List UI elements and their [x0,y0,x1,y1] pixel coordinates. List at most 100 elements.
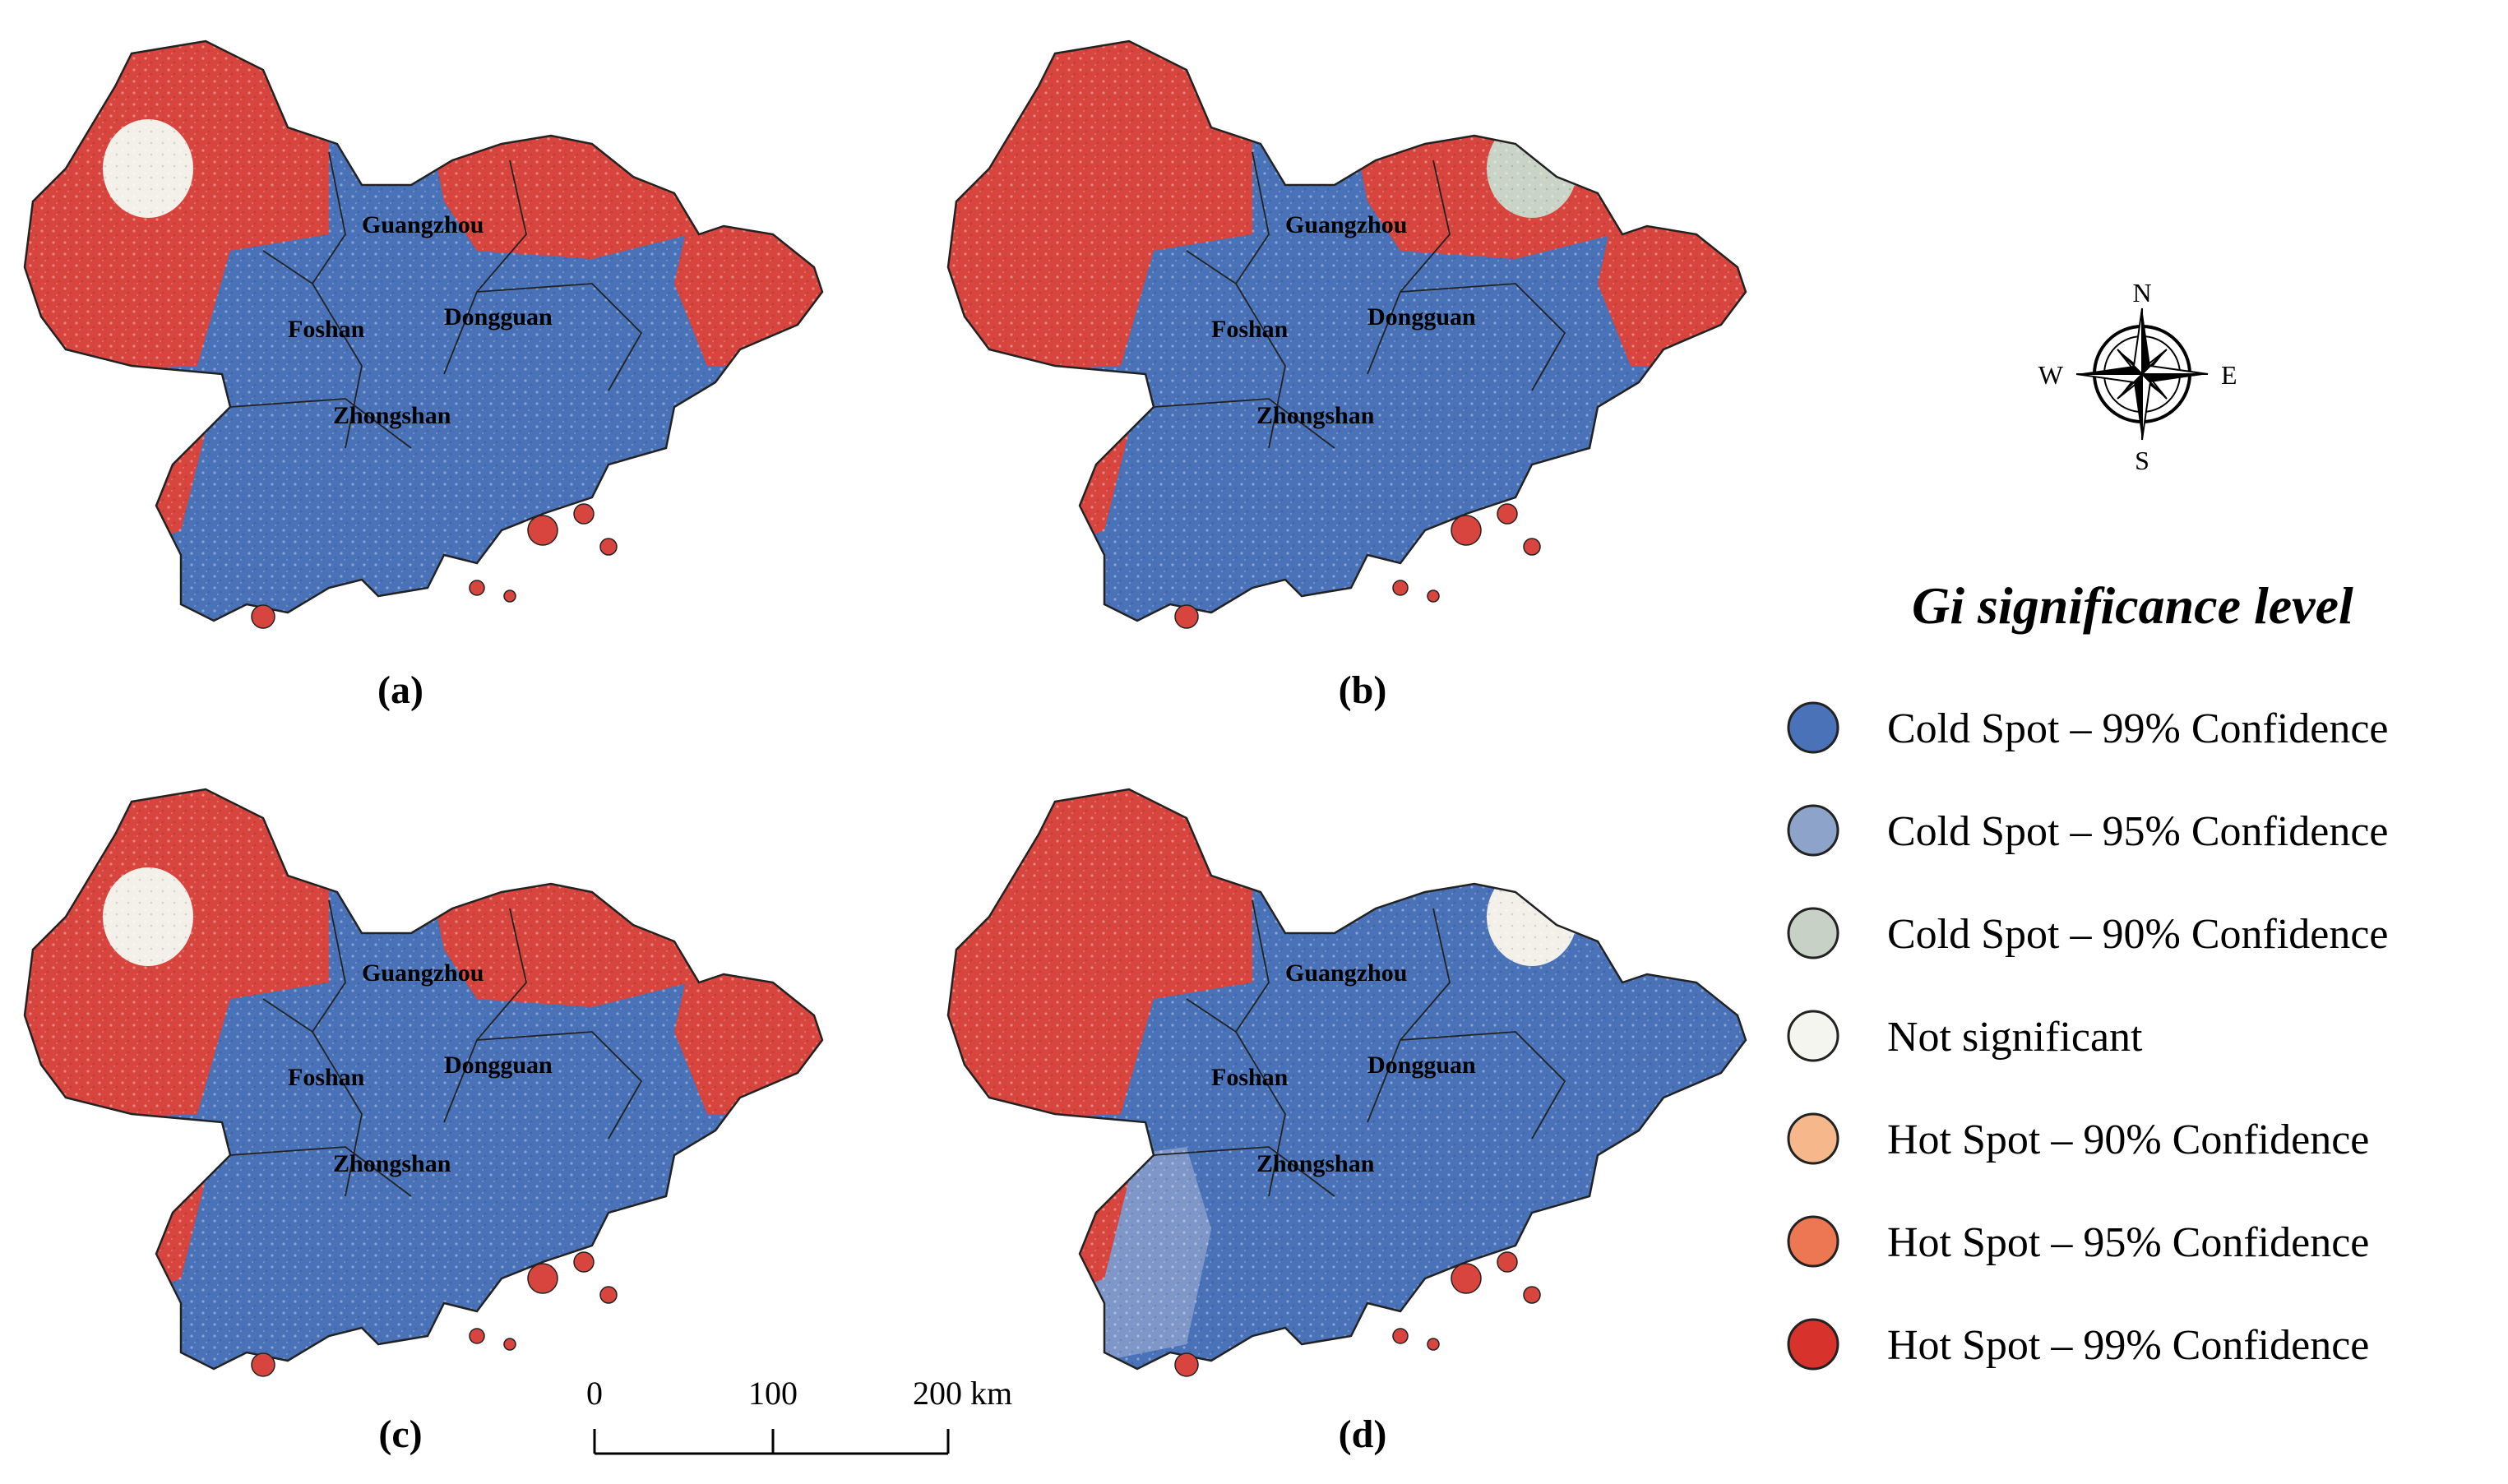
island-1 [573,503,595,525]
island-0 [527,515,558,546]
city-label-zhongshan: Zhongshan [333,1150,451,1177]
city-label-zhongshan: Zhongshan [333,402,451,429]
legend-swatch [1787,1318,1839,1371]
island-1 [1497,503,1518,525]
panel-label-3: (d) [1339,1412,1387,1456]
island-2 [599,1286,618,1304]
legend-swatch [1787,1010,1839,1062]
map-panels: Guangzhou Foshan Dongguan Zhongshan (a) Guang… [23,39,1747,1456]
island-5 [503,589,516,603]
compass-north-point-icon [2142,308,2150,374]
island-2 [599,538,618,556]
district-boundary-1 [443,908,527,1123]
texture [948,41,1746,621]
island-3 [251,1352,275,1377]
north-arrow-compass: N S E W [2038,278,2237,475]
compass-n-label: N [2132,278,2151,307]
district-boundary-3 [262,250,313,284]
panel-label-2: (c) [378,1412,422,1456]
panel-label-0: (a) [377,668,423,712]
scale-tick-200: 200 km [913,1375,1012,1412]
island-2 [1523,538,1541,556]
district-boundary-1 [443,159,527,375]
district-boundary-4 [229,398,412,449]
legend-item-label: Cold Spot – 90% Confidence [1887,911,2389,958]
legend-item-label: Cold Spot – 95% Confidence [1887,808,2389,855]
city-label-guangzhou: Guangzhou [1285,211,1407,238]
island-3 [1174,604,1199,629]
scale-tick-100: 100 [748,1375,798,1412]
island-4 [1392,1328,1409,1344]
legend-item-label: Cold Spot – 99% Confidence [1887,705,2389,752]
district-boundary-1 [1367,159,1451,375]
island-4 [1392,580,1409,596]
district-boundary-1 [1367,908,1451,1123]
city-label-foshan: Foshan [288,1064,365,1091]
district-boundary-2 [1400,283,1566,391]
compass-south-point-icon [2134,374,2142,440]
city-label-dongguan: Dongguan [444,1052,553,1079]
panel-label-1: (b) [1339,668,1387,712]
scale-bar: 0 100 200 km [586,1375,1012,1455]
compass-east-point-outline-icon [2140,364,2209,375]
island-5 [503,1338,516,1351]
island-4 [469,580,485,596]
legend: Gi significance level Cold Spot – 99% Co… [1787,576,2389,1371]
region-fill [25,41,822,621]
island-3 [1174,1352,1199,1377]
legend-title: Gi significance level [1912,576,2353,635]
map-panel-2: Guangzhou Foshan Dongguan Zhongshan [23,788,824,1377]
island-5 [1427,589,1440,603]
region-fill [948,41,1746,621]
city-label-foshan: Foshan [1211,1064,1289,1091]
district-boundary-2 [1400,1031,1566,1140]
island-3 [251,604,275,629]
district-boundary-3 [1186,250,1237,284]
legend-swatch [1787,1112,1839,1165]
map-panel-0: Guangzhou Foshan Dongguan Zhongshan [23,39,824,629]
legend-item-label: Hot Spot – 90% Confidence [1887,1116,2369,1163]
legend-swatch [1787,701,1839,754]
legend-item-label: Hot Spot – 95% Confidence [1887,1219,2369,1266]
city-label-dongguan: Dongguan [444,303,553,331]
map-panel-1: Guangzhou Foshan Dongguan Zhongshan [946,39,1747,629]
district-boundary-4 [1153,398,1335,449]
map-panel-3: Guangzhou Foshan Dongguan Zhongshan [946,788,1747,1377]
island-1 [1497,1251,1518,1273]
city-label-zhongshan: Zhongshan [1256,1150,1375,1177]
compass-w-label: W [2038,360,2064,390]
island-0 [1451,515,1482,546]
legend-swatch [1787,907,1839,959]
legend-item-label: Hot Spot – 99% Confidence [1887,1322,2369,1369]
compass-s-label: S [2135,446,2149,475]
legend-item-label: Not significant [1887,1014,2143,1061]
city-label-guangzhou: Guangzhou [1285,959,1407,987]
compass-west-point-icon [2076,366,2142,374]
region-fill [948,789,1746,1369]
city-label-guangzhou: Guangzhou [362,211,484,238]
texture [25,41,822,621]
district-boundary-3 [262,998,313,1033]
district-boundary-2 [476,283,643,391]
island-5 [1427,1338,1440,1351]
texture [948,789,1746,1369]
city-label-dongguan: Dongguan [1367,303,1476,331]
city-label-dongguan: Dongguan [1367,1052,1476,1079]
city-label-zhongshan: Zhongshan [1256,402,1375,429]
compass-west-point-outline-icon [2075,373,2145,384]
island-2 [1523,1286,1541,1304]
compass-south-point-outline-icon [2141,372,2152,441]
legend-swatch [1787,1215,1839,1268]
texture [25,789,822,1369]
city-label-foshan: Foshan [1211,316,1289,343]
district-boundary-4 [229,1146,412,1197]
island-0 [1451,1263,1482,1294]
island-1 [573,1251,595,1273]
city-label-guangzhou: Guangzhou [362,959,484,987]
city-label-foshan: Foshan [288,316,365,343]
island-4 [469,1328,485,1344]
district-boundary-4 [1153,1146,1335,1197]
region-fill [25,789,822,1369]
island-0 [527,1263,558,1294]
